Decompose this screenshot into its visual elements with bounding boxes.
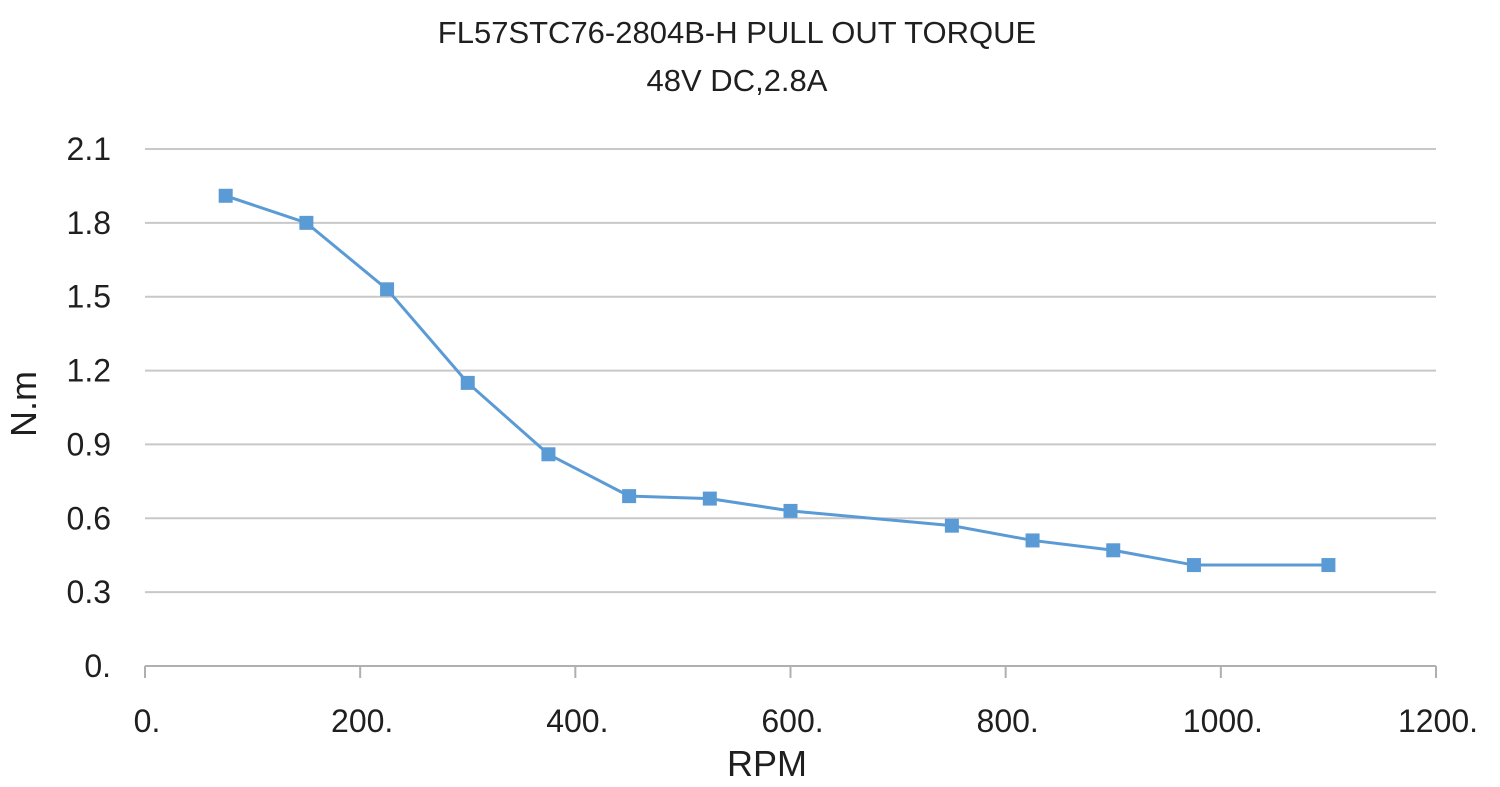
data-point: [702, 491, 717, 506]
series-line-0: [225, 194, 1329, 567]
y-tick-label: 0.3: [67, 574, 111, 610]
y-tick-label: 1.2: [67, 353, 111, 389]
data-point: [299, 215, 314, 230]
data-point: [541, 447, 556, 462]
series: [218, 188, 1336, 573]
chart-title: FL57STC76-2804B-H PULL OUT TORQUE: [438, 15, 1036, 50]
data-point: [622, 489, 637, 504]
data-point: [944, 518, 959, 533]
y-tick-label: 0.9: [67, 426, 111, 462]
y-tick-label: 1.8: [67, 205, 111, 241]
data-point: [460, 375, 475, 390]
x-tick-label: 800.: [977, 703, 1039, 739]
data-point: [1186, 558, 1201, 573]
y-tick-label: 1.5: [67, 279, 111, 315]
x-tick-label: 400.: [546, 703, 608, 739]
y-tick-label: 2.1: [67, 131, 111, 167]
y-tick-label: 0.: [84, 648, 111, 684]
gridlines: [145, 148, 1436, 594]
x-tick-label: 0.: [134, 703, 161, 739]
y-tick-label: 0.6: [67, 500, 111, 536]
axes: [144, 665, 1437, 678]
tick-labels: 0. 0.3 0.6 0.9 1.2 1.5 1.8 2.1 0. 200. 400. 600. 800…: [67, 131, 1479, 739]
data-point: [1106, 543, 1121, 558]
y-axis-label: N.m: [3, 371, 44, 437]
x-tick-label: 1000.: [1183, 703, 1263, 739]
data-point: [380, 282, 395, 297]
x-tick-label: 600.: [761, 703, 823, 739]
data-point: [1025, 533, 1040, 548]
x-tick-label: 1200.: [1398, 703, 1478, 739]
x-tick-label: 200.: [331, 703, 393, 739]
data-point: [1321, 558, 1336, 573]
data-point: [218, 188, 233, 203]
x-axis-label: RPM: [727, 743, 807, 784]
chart-subtitle: 48V DC,2.8A: [647, 63, 828, 98]
data-point: [783, 503, 798, 518]
